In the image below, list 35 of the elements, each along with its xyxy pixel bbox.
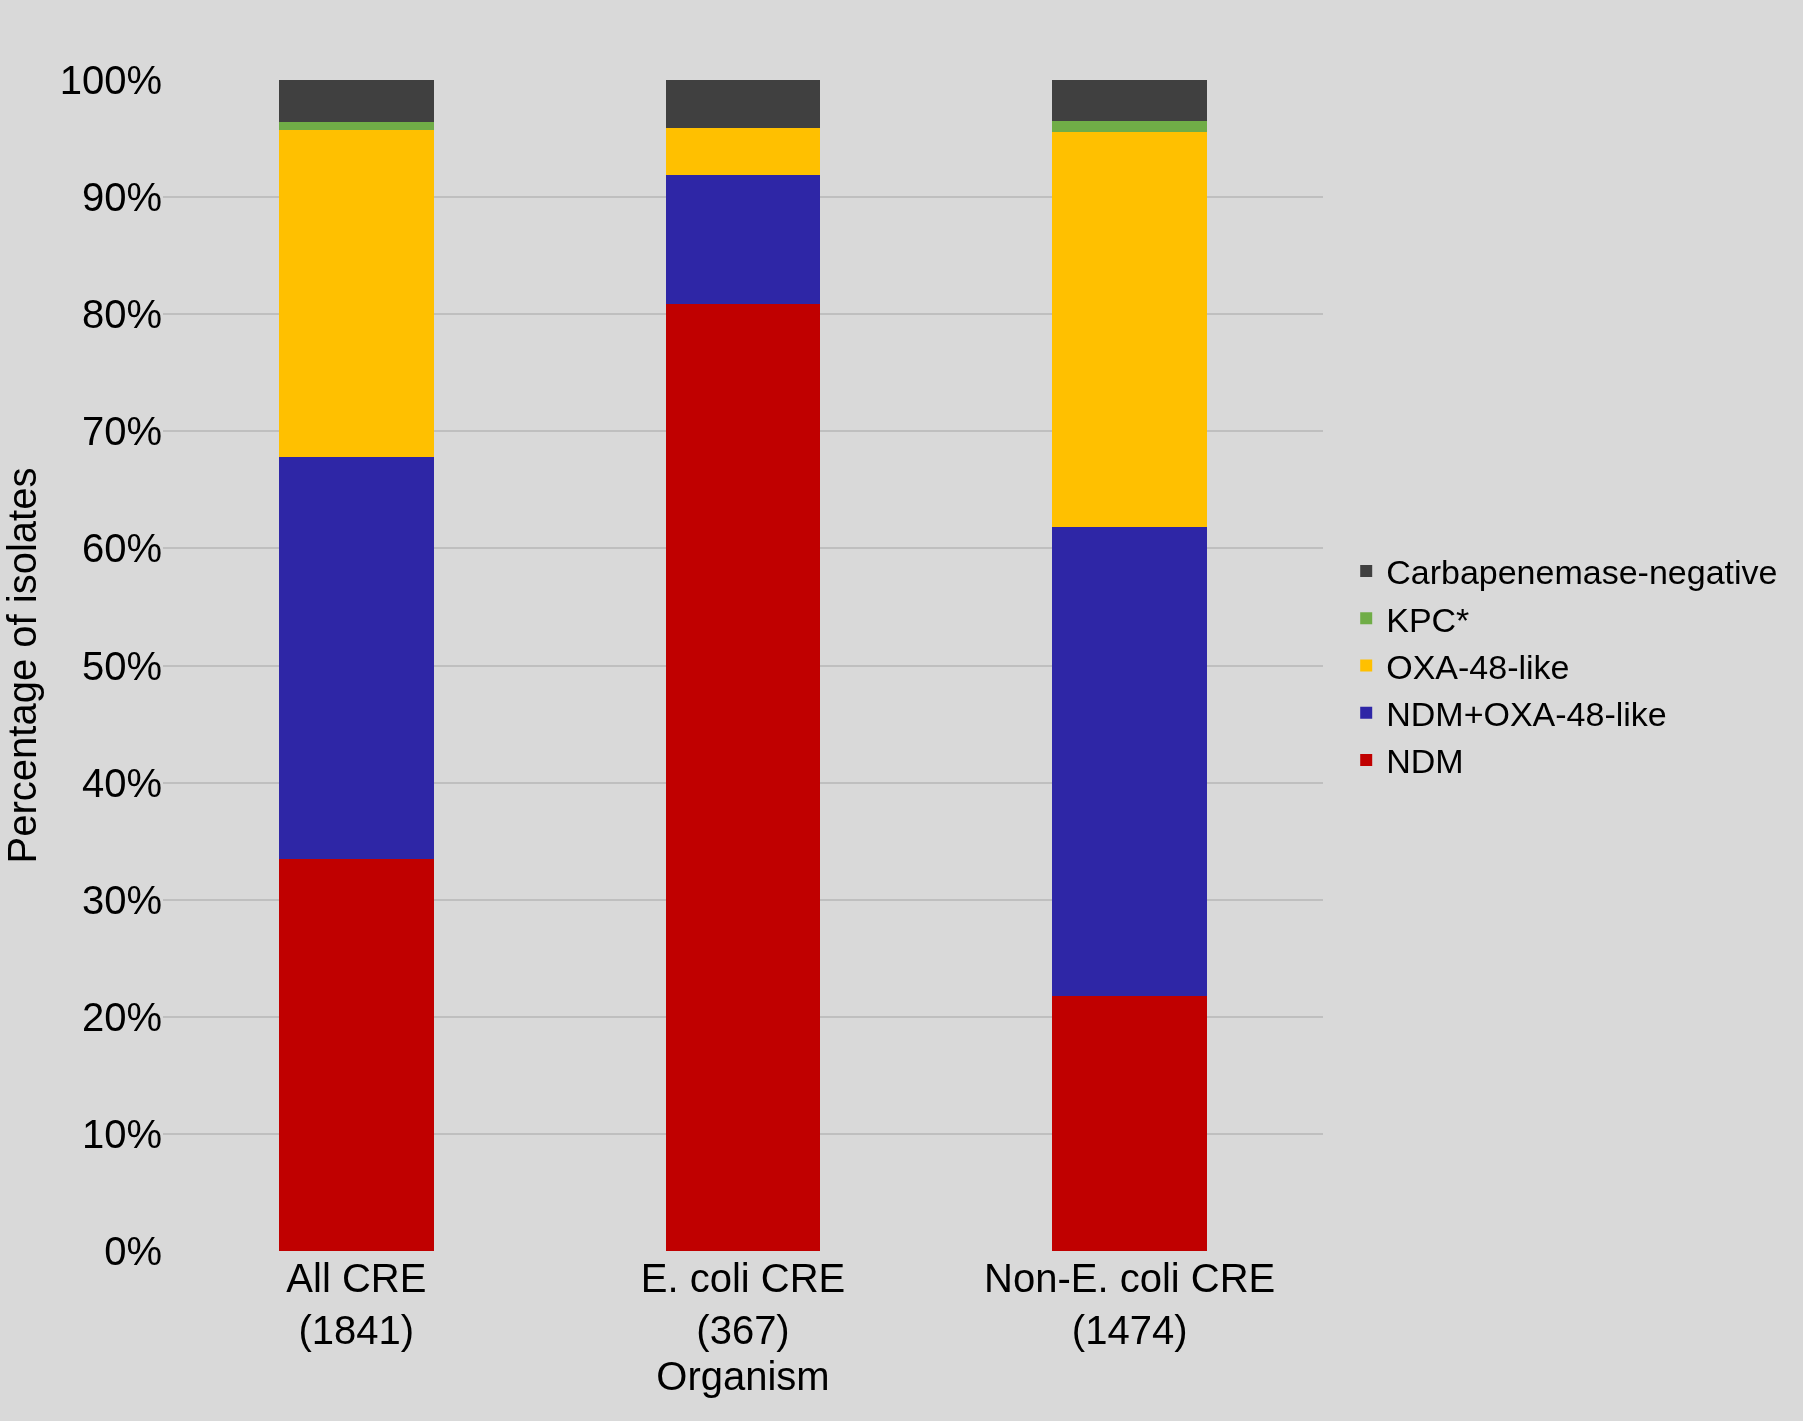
y-tick-label: 90% <box>81 175 162 220</box>
bar <box>665 80 821 129</box>
y-tick-label: 10% <box>81 1111 162 1156</box>
bar <box>1052 80 1207 121</box>
y-tick-label: 100% <box>59 58 162 102</box>
y-tick-label: 70% <box>81 409 162 454</box>
y-axis-title: Percentage of isolates <box>0 467 44 864</box>
bar <box>279 457 434 859</box>
x-tick-label: Non-E. coli CRE (1474) <box>984 1256 1276 1352</box>
bar <box>1052 120 1207 132</box>
bar <box>1052 995 1207 1251</box>
bar <box>1052 527 1207 996</box>
x-axis-title: Organism <box>656 1353 830 1398</box>
bar <box>279 80 434 123</box>
bar <box>665 174 821 304</box>
legend-label: OXA-48-like <box>1386 647 1570 686</box>
y-tick-label: 60% <box>81 526 162 571</box>
y-tick-label: 20% <box>81 994 162 1039</box>
bar <box>665 303 821 1251</box>
legend-label: KPC* <box>1386 600 1470 639</box>
bar <box>279 130 434 458</box>
bar <box>1052 131 1207 528</box>
legend-label: NDM+OXA-48-like <box>1386 694 1667 733</box>
legend-label: NDM <box>1386 742 1464 781</box>
y-tick-label: 0% <box>104 1229 162 1273</box>
x-tick-label: E. coli CRE (367) <box>640 1256 846 1352</box>
legend-label: Carbapenemase-negative <box>1386 553 1778 592</box>
y-tick-label: 50% <box>81 643 162 688</box>
x-tick-label: All CRE (1841) <box>286 1256 427 1352</box>
y-tick-label: 30% <box>81 877 162 922</box>
y-tick-label: 80% <box>81 292 162 337</box>
bar <box>279 858 434 1251</box>
bar <box>665 128 821 175</box>
bar <box>279 122 434 131</box>
y-tick-label: 40% <box>81 760 162 805</box>
